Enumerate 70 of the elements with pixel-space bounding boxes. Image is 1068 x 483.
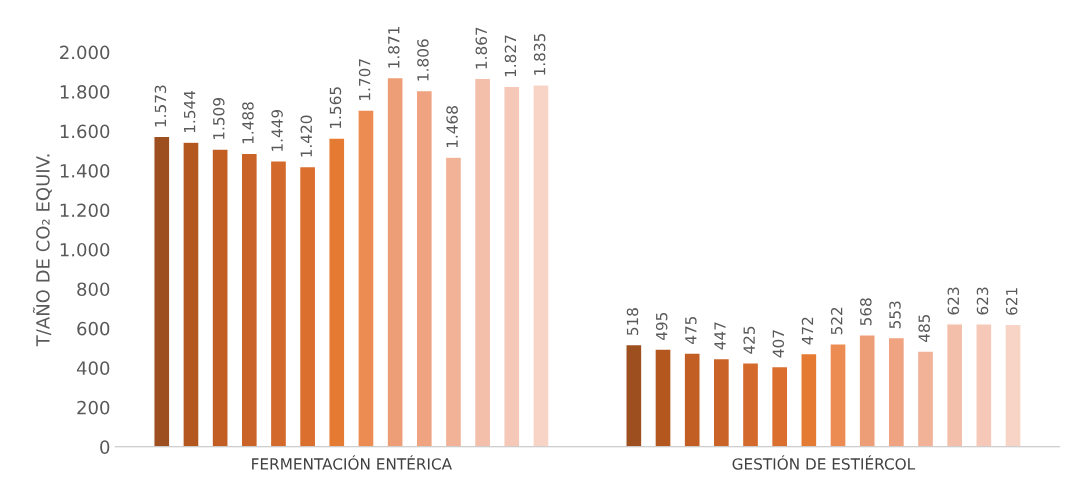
data-label: 1.867 xyxy=(475,27,488,69)
y-tick-label: 0 xyxy=(100,440,110,454)
bar xyxy=(357,109,375,447)
y-tick-label: 1.800 xyxy=(60,85,110,99)
data-label: 1.449 xyxy=(271,109,283,151)
bar xyxy=(1004,323,1022,447)
data-label: 1.420 xyxy=(300,115,313,157)
data-label: 485 xyxy=(918,314,930,342)
data-label: 553 xyxy=(889,301,901,329)
bar xyxy=(240,152,259,447)
data-label: 425 xyxy=(743,326,755,354)
y-tick-label: 1.400 xyxy=(60,164,110,178)
bar xyxy=(153,135,171,447)
bar xyxy=(858,334,876,447)
data-label: 1.871 xyxy=(388,26,400,68)
data-label: 1.573 xyxy=(154,85,167,127)
y-axis-title: T/AÑO DE CO₂ EQUIV. xyxy=(32,154,52,347)
bar xyxy=(916,350,935,447)
data-label: 495 xyxy=(655,312,668,341)
y-tick-label: 200 xyxy=(77,400,110,415)
bar xyxy=(269,160,288,447)
bar xyxy=(625,343,643,447)
bar xyxy=(211,148,229,447)
y-tick-label: 1.200 xyxy=(60,203,110,218)
bar xyxy=(503,85,521,447)
bar xyxy=(945,323,964,447)
bar xyxy=(182,141,200,447)
data-label: 1.806 xyxy=(417,39,429,81)
bar xyxy=(654,348,672,447)
data-label: 568 xyxy=(860,298,872,326)
data-label: 472 xyxy=(801,317,814,345)
data-label: 1.827 xyxy=(504,35,517,77)
data-label: 1.544 xyxy=(184,90,196,133)
data-label: 518 xyxy=(626,308,639,336)
bar xyxy=(800,352,818,447)
bar xyxy=(712,357,731,447)
x-tick-label: FERMENTACIÓN ENTÉRICA xyxy=(252,455,452,470)
y-tick-label: 1.600 xyxy=(60,124,110,139)
x-tick-label: GESTIÓN DE ESTIÉRCOL xyxy=(732,455,916,470)
data-label: 475 xyxy=(685,316,697,344)
data-label: 1.509 xyxy=(213,98,225,140)
bar xyxy=(829,343,847,447)
bar xyxy=(328,137,346,447)
bar xyxy=(444,156,463,447)
data-label: 1.707 xyxy=(358,59,371,100)
bar xyxy=(741,362,760,447)
data-label: 1.835 xyxy=(533,33,546,75)
y-tick-label: 2.000 xyxy=(60,45,110,60)
data-label: 522 xyxy=(830,307,843,335)
y-tick-label: 1.000 xyxy=(60,242,110,257)
y-tick-label: 800 xyxy=(77,282,110,297)
bar xyxy=(473,77,492,447)
data-label: 621 xyxy=(1005,288,1018,315)
data-label: 407 xyxy=(772,330,785,358)
data-label: 1.565 xyxy=(329,87,342,128)
bar xyxy=(298,165,317,447)
y-tick-label: 600 xyxy=(77,321,110,336)
bar xyxy=(415,89,434,447)
bar xyxy=(386,76,404,447)
data-label: 1.488 xyxy=(242,102,254,144)
bar xyxy=(975,323,993,447)
y-tick-label: 400 xyxy=(76,361,110,375)
bar xyxy=(683,352,701,447)
bar xyxy=(887,336,906,447)
data-label: 623 xyxy=(976,287,989,315)
data-label: 1.468 xyxy=(446,106,458,148)
data-label: 623 xyxy=(947,287,960,315)
bar xyxy=(532,84,550,447)
data-label: 447 xyxy=(714,322,726,350)
bar xyxy=(770,365,789,447)
